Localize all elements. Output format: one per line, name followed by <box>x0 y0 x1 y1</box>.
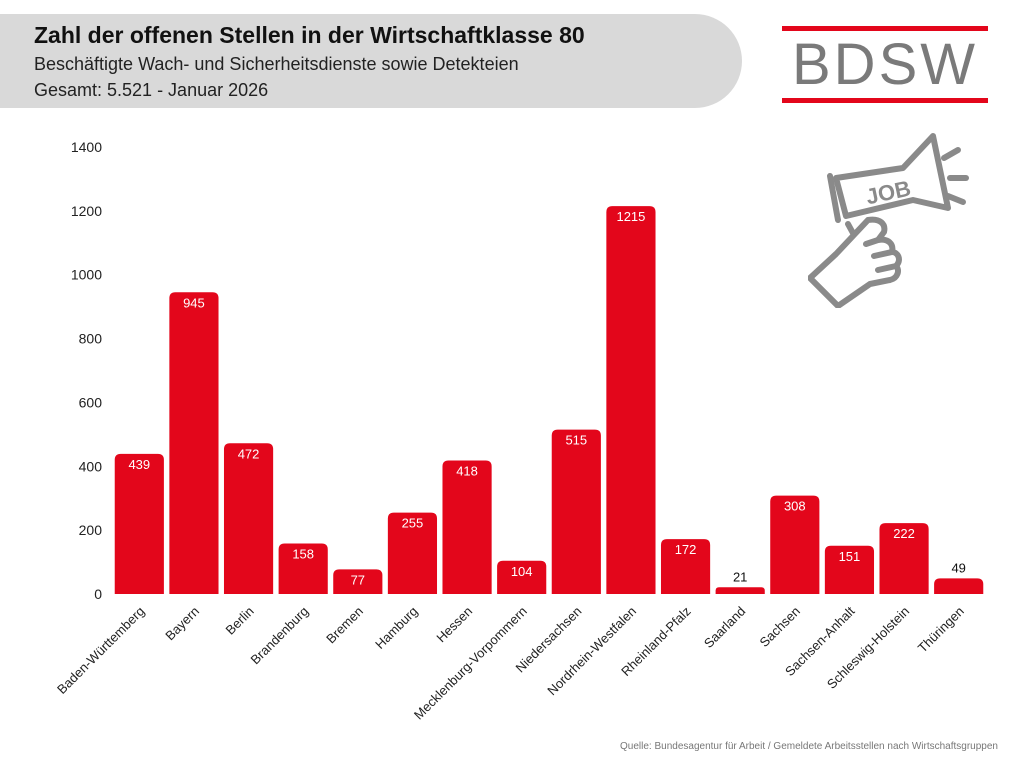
x-tick-label: Bremen <box>323 604 366 647</box>
data-label: 21 <box>733 569 747 584</box>
y-tick-label: 1400 <box>71 139 102 155</box>
bar <box>551 429 601 594</box>
bars-group <box>114 206 984 594</box>
bar <box>660 539 711 594</box>
bar <box>223 443 274 594</box>
logo-top-bar <box>782 26 988 31</box>
y-tick-label: 1200 <box>71 203 102 219</box>
data-label: 172 <box>675 542 697 557</box>
data-label: 255 <box>402 516 424 531</box>
bar <box>387 512 438 594</box>
bar <box>824 545 875 594</box>
data-label: 515 <box>565 433 587 448</box>
x-tick-label: Baden-Württemberg <box>54 604 147 697</box>
data-label: 945 <box>183 295 205 310</box>
x-tick-label: Brandenburg <box>248 604 312 668</box>
x-tick-label: Sachsen <box>757 604 803 650</box>
bar <box>333 569 383 594</box>
y-tick-label: 200 <box>79 522 103 538</box>
chart-subtitle: Beschäftigte Wach- und Sicherheitsdienst… <box>34 54 519 74</box>
y-tick-label: 600 <box>79 394 103 410</box>
data-label: 151 <box>839 549 861 564</box>
y-tick-label: 0 <box>94 586 102 602</box>
value-labels-group: 439 945 472 158 77 255 418 104 515 1215 172 21 308 15… <box>128 209 965 587</box>
data-label: 49 <box>951 560 965 575</box>
bdsw-logo: BDSW <box>782 26 988 106</box>
bar <box>770 495 820 594</box>
bar <box>169 292 219 594</box>
megaphone-hand-icon: JOB <box>808 133 969 308</box>
bar <box>497 560 547 594</box>
data-label: 222 <box>893 526 915 541</box>
x-tick-label: Berlin <box>223 604 257 638</box>
bar <box>934 578 984 594</box>
y-tick-label: 1000 <box>71 267 102 283</box>
bar <box>278 543 328 594</box>
data-label: 439 <box>128 457 150 472</box>
bar <box>442 460 492 594</box>
source-note: Quelle: Bundesagentur für Arbeit / Gemel… <box>620 741 998 752</box>
bar <box>114 453 164 594</box>
y-axis: 0 200 400 600 800 1000 1200 1400 <box>71 139 102 602</box>
x-tick-label: Thüringen <box>915 604 967 656</box>
y-tick-label: 800 <box>79 331 103 347</box>
chart-total: Gesamt: 5.521 - Januar 2026 <box>34 80 269 100</box>
bar <box>606 206 656 594</box>
logo-text: BDSW <box>792 32 978 97</box>
bar <box>715 587 765 594</box>
logo-bottom-bar <box>782 98 988 103</box>
y-tick-label: 400 <box>79 458 103 474</box>
chart-title: Zahl der offenen Stellen in der Wirtscha… <box>34 22 585 48</box>
data-label: 104 <box>511 564 533 579</box>
data-label: 308 <box>784 499 806 514</box>
x-tick-label: Hessen <box>433 604 475 646</box>
x-tick-label: Saarland <box>701 604 748 651</box>
x-tick-label: Bayern <box>162 604 202 644</box>
x-tick-label: Hamburg <box>372 604 420 652</box>
data-label: 158 <box>292 547 314 562</box>
data-label: 1215 <box>616 209 645 224</box>
x-tick-label: Mecklenburg-Vorpommern <box>411 604 530 723</box>
data-label: 77 <box>351 572 365 587</box>
x-axis: Baden-Württemberg Bayern BerlinBrandenburg… <box>54 603 967 722</box>
data-label: 472 <box>238 446 260 461</box>
header-banner <box>0 14 742 108</box>
data-label: 418 <box>456 464 478 479</box>
bar <box>879 523 929 594</box>
